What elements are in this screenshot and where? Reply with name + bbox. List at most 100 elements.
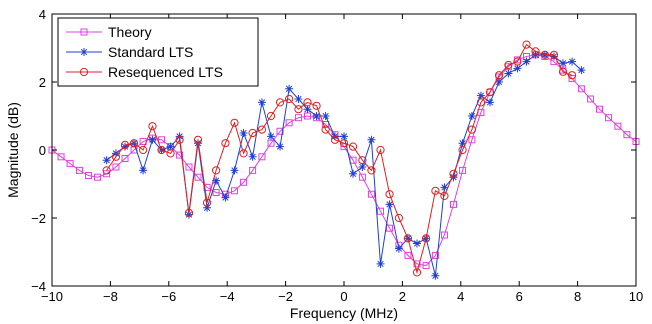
data-point-resequenced-lts-4	[139, 145, 148, 155]
data-point-standard-lts-7	[166, 142, 175, 151]
data-point-theory-25	[276, 127, 284, 135]
data-point-standard-lts-30	[376, 259, 385, 268]
data-point-resequenced-lts-24	[321, 125, 330, 134]
data-point-resequenced-lts-5	[148, 122, 157, 131]
data-point-theory-5	[94, 173, 102, 181]
y-tick-label-0: −4	[31, 279, 46, 294]
data-point-resequenced-lts-38	[449, 169, 458, 178]
data-point-resequenced-lts-32	[394, 213, 403, 223]
data-point-resequenced-lts-26	[339, 139, 349, 148]
data-point-theory-4	[85, 172, 92, 179]
data-point-theory-41	[422, 262, 430, 270]
x-axis-title: Frequency (MHz)	[290, 305, 398, 321]
x-tick-label-2: −6	[161, 289, 176, 304]
data-point-standard-lts-24	[321, 112, 330, 120]
data-point-standard-lts-29	[367, 135, 376, 144]
data-point-standard-lts-0	[102, 156, 111, 165]
data-point-standard-lts-4	[139, 166, 148, 175]
data-point-resequenced-lts-42	[485, 88, 495, 97]
data-point-resequenced-lts-49	[549, 50, 559, 59]
data-point-theory-22	[249, 166, 257, 174]
legend: Theory Standard LTS Resequenced LTS	[57, 17, 259, 87]
data-point-standard-lts-37	[440, 183, 449, 192]
data-point-resequenced-lts-39	[458, 145, 467, 155]
legend-entry-resequenced-lts: Resequenced LTS	[66, 64, 223, 80]
data-point-theory-63	[623, 131, 631, 139]
data-point-resequenced-lts-25	[330, 135, 340, 144]
x-tick-label-6: 2	[399, 289, 406, 304]
y-tick-label-2: 0	[39, 143, 46, 158]
data-point-standard-lts-44	[504, 69, 513, 78]
x-tick-label-10: 10	[629, 289, 643, 304]
data-point-standard-lts-34	[413, 239, 421, 248]
data-point-theory-3	[75, 166, 83, 174]
data-point-theory-40	[413, 260, 421, 268]
y-axis-title: Magnitude (dB)	[5, 102, 21, 198]
x-tick-label-9: 8	[574, 289, 581, 304]
data-point-resequenced-lts-33	[403, 234, 413, 243]
data-point-theory-60	[596, 105, 603, 113]
data-point-theory-15	[185, 163, 193, 171]
data-point-standard-lts-18	[267, 132, 275, 141]
data-point-standard-lts-45	[513, 64, 522, 73]
data-point-standard-lts-49	[549, 52, 558, 61]
data-point-resequenced-lts-2	[120, 140, 130, 149]
x-tick-label-4: −2	[278, 289, 293, 304]
data-point-standard-lts-31	[385, 200, 394, 209]
x-tick-label-1: −8	[103, 289, 118, 304]
data-point-standard-lts-5	[148, 135, 157, 144]
data-point-resequenced-lts-47	[531, 47, 540, 56]
data-point-standard-lts-16	[248, 152, 257, 161]
data-point-resequenced-lts-1	[111, 152, 121, 161]
data-point-theory-36	[377, 207, 384, 215]
data-point-resequenced-lts-29	[367, 166, 376, 175]
data-point-resequenced-lts-31	[385, 190, 394, 199]
data-point-standard-lts-52	[577, 66, 586, 75]
data-point-resequenced-lts-3	[129, 139, 139, 148]
data-point-resequenced-lts-48	[540, 50, 549, 59]
data-point-standard-lts-51	[568, 57, 577, 66]
data-point-theory-6	[103, 170, 111, 178]
data-point-resequenced-lts-12	[212, 166, 221, 175]
legend-label-resequenced-lts: Resequenced LTS	[108, 64, 223, 80]
data-point-theory-44	[450, 200, 457, 208]
data-point-theory-45	[459, 166, 467, 174]
x-tick-label-0: −10	[41, 289, 63, 304]
data-point-resequenced-lts-28	[358, 156, 367, 165]
data-point-theory-14	[176, 151, 184, 159]
series-line-resequenced-lts	[106, 43, 573, 275]
data-point-theory-61	[605, 114, 613, 122]
data-point-standard-lts-9	[184, 210, 193, 219]
data-point-standard-lts-13	[221, 193, 230, 202]
data-point-resequenced-lts-51	[567, 71, 577, 80]
data-point-standard-lts-11	[203, 203, 212, 212]
data-point-resequenced-lts-15	[239, 149, 248, 158]
data-point-theory-1	[57, 153, 65, 161]
series-resequenced-lts	[102, 40, 577, 277]
data-point-standard-lts-15	[239, 129, 248, 137]
data-point-standard-lts-39	[458, 139, 467, 148]
data-point-standard-lts-20	[285, 84, 294, 93]
data-point-resequenced-lts-11	[202, 198, 212, 207]
data-point-theory-12	[158, 136, 165, 144]
data-point-theory-57	[568, 75, 576, 83]
data-point-resequenced-lts-16	[248, 128, 257, 138]
data-point-theory-34	[358, 173, 366, 181]
legend-marker-resequenced-lts	[79, 67, 89, 77]
data-point-standard-lts-22	[303, 105, 312, 114]
data-point-resequenced-lts-13	[221, 139, 230, 148]
x-tick-label-5: 0	[340, 289, 347, 304]
data-point-standard-lts-26	[340, 132, 348, 141]
data-point-resequenced-lts-44	[504, 60, 513, 70]
data-point-theory-30	[322, 121, 330, 128]
data-point-standard-lts-50	[559, 59, 567, 68]
data-point-standard-lts-12	[212, 176, 221, 185]
data-point-resequenced-lts-23	[312, 101, 321, 110]
data-point-resequenced-lts-7	[166, 149, 175, 158]
data-point-theory-23	[258, 153, 266, 161]
series-line-standard-lts	[106, 54, 582, 276]
data-point-resequenced-lts-10	[193, 135, 203, 144]
data-point-resequenced-lts-45	[513, 57, 522, 66]
legend-entry-theory: Theory	[66, 24, 152, 40]
